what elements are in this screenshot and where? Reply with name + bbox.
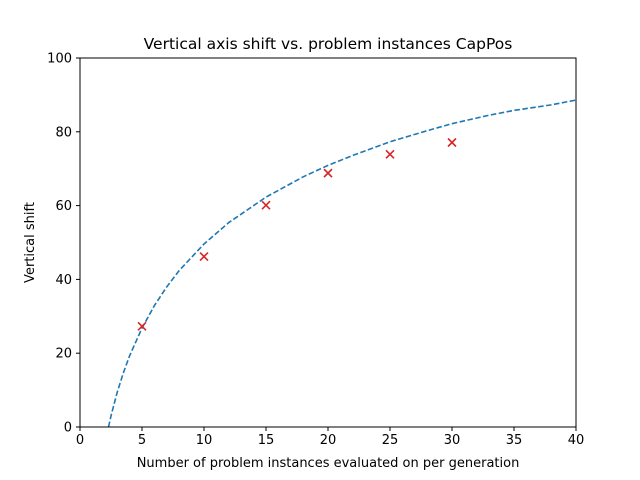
y-axis-label: Vertical shift [23, 202, 38, 283]
x-tick-label: 0 [76, 433, 84, 448]
data-point-stroke [447, 137, 457, 148]
x-tick-label: 5 [138, 433, 146, 448]
data-point-6 [447, 137, 457, 148]
data-point-2 [199, 251, 209, 262]
x-axis-label: Number of problem instances evaluated on… [137, 456, 520, 471]
data-point-stroke [137, 321, 147, 331]
data-point-4 [323, 168, 333, 178]
data-point-stroke [385, 149, 395, 159]
series-layer [107, 99, 576, 427]
x-tick-label: 25 [382, 433, 399, 448]
data-point-stroke [323, 168, 333, 178]
y-tick-label: 100 [47, 52, 72, 67]
y-tick-label: 80 [55, 125, 72, 140]
data-point-stroke [199, 251, 209, 262]
data-point-3 [261, 200, 271, 210]
y-tick-label: 40 [55, 273, 72, 288]
series-clip-group [107, 99, 576, 427]
x-tick-label: 10 [196, 433, 213, 448]
x-tick-label: 15 [258, 433, 275, 448]
y-tick-label: 20 [55, 347, 72, 362]
data-point-1 [137, 321, 147, 331]
x-tick-label: 30 [444, 433, 461, 448]
x-tick-label: 35 [506, 433, 523, 448]
fit-curve-line [107, 99, 576, 427]
data-point-5 [385, 149, 395, 159]
y-tick-label: 0 [64, 421, 72, 436]
y-tick-label: 60 [55, 199, 72, 214]
x-tick-label: 40 [568, 433, 585, 448]
x-tick-label: 20 [320, 433, 337, 448]
axes: 0 5 10 15 20 25 30 35 40 0 20 40 60 80 100 [47, 52, 584, 449]
chart-title: Vertical axis shift vs. problem instance… [144, 35, 513, 53]
data-point-stroke [261, 200, 271, 210]
